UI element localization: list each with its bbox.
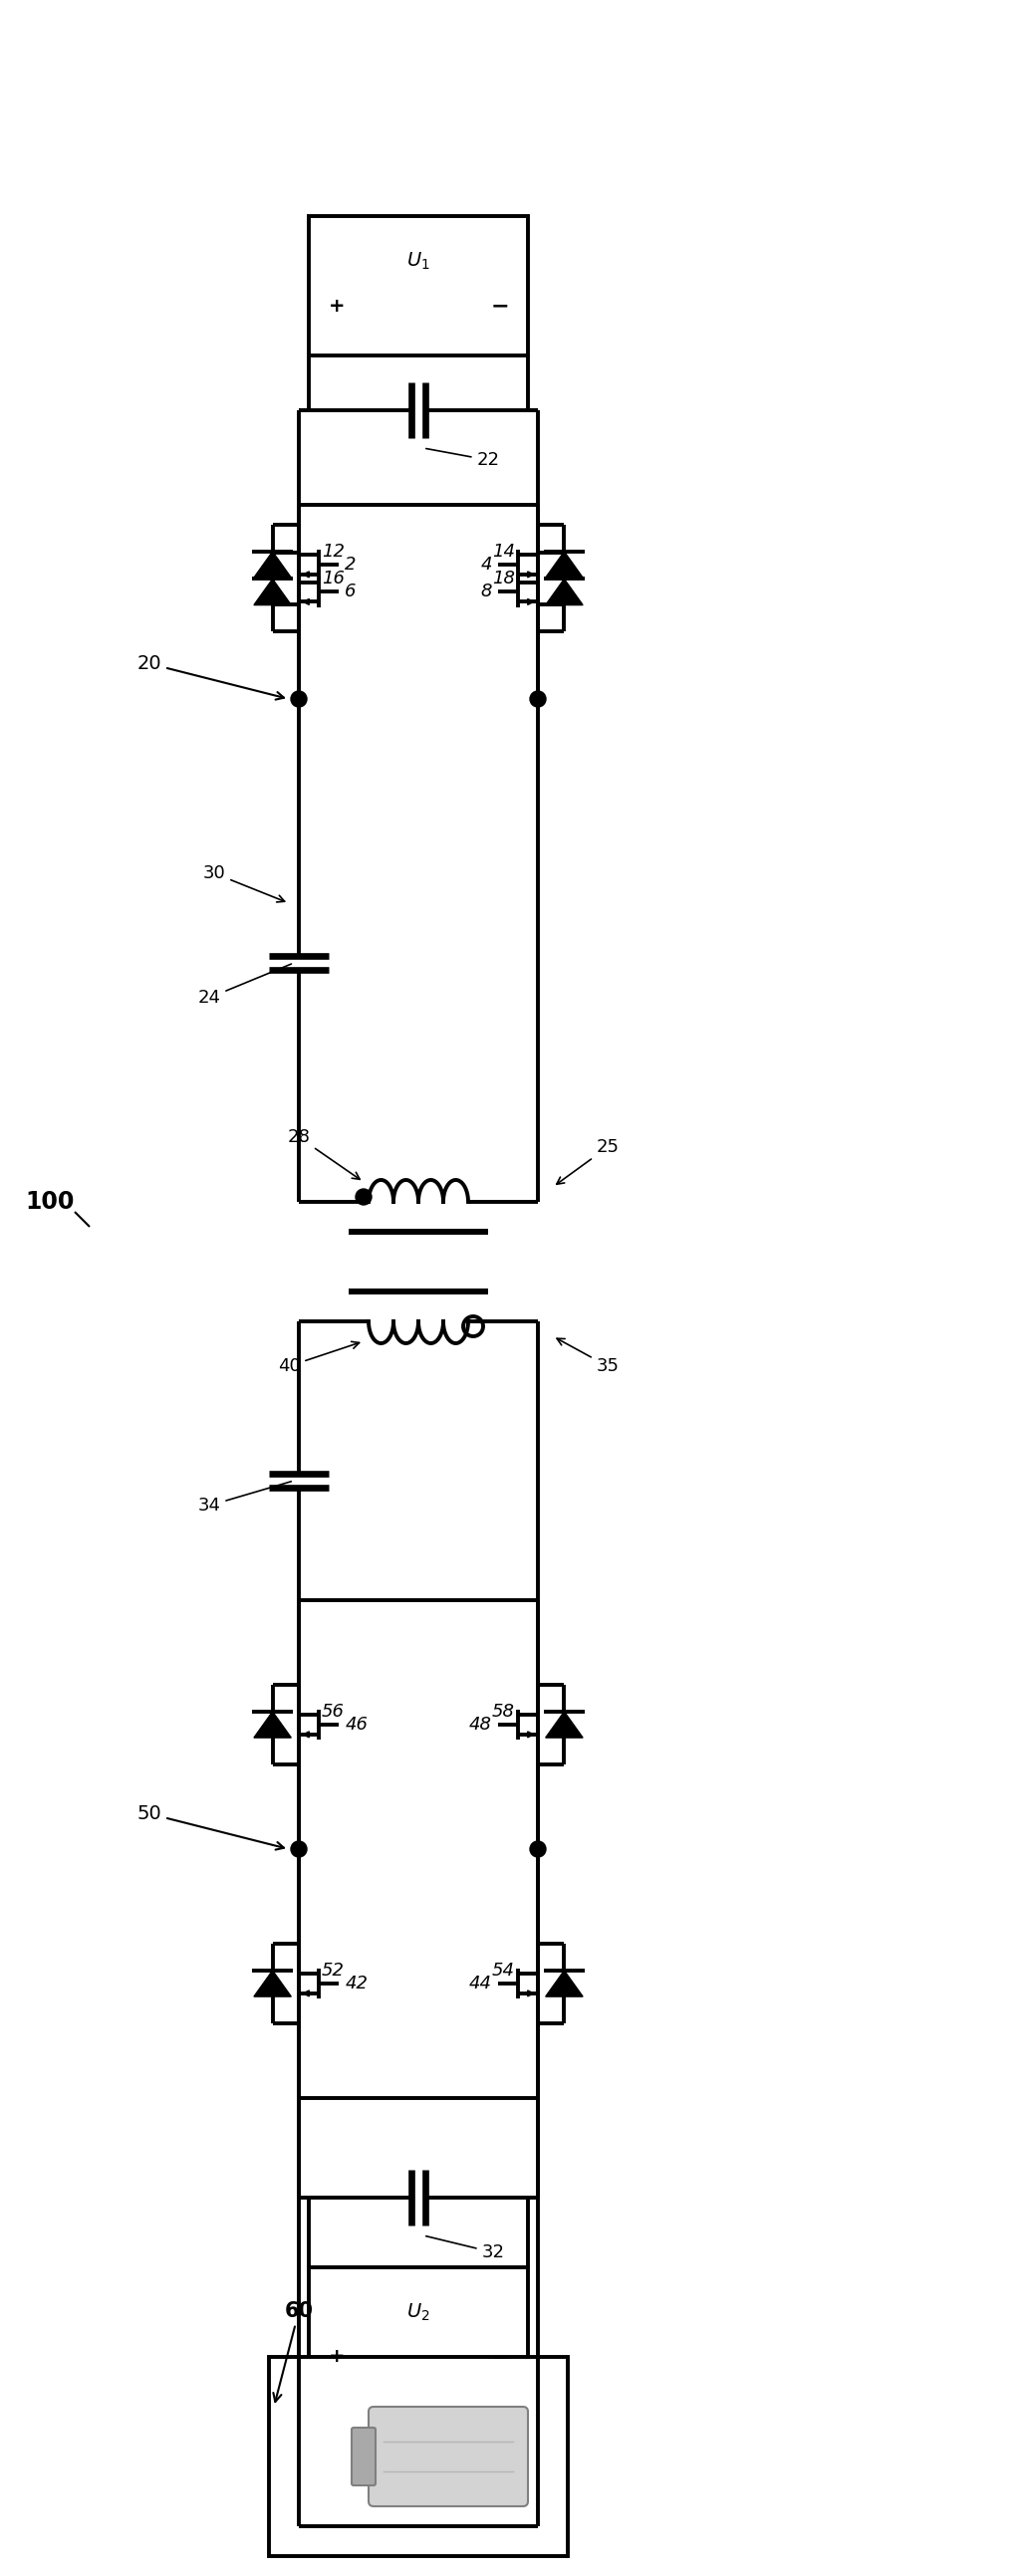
Text: +: + [328,2347,345,2367]
Text: +: + [328,296,345,314]
Text: 4: 4 [481,556,492,574]
Text: 2: 2 [345,556,356,574]
Text: 58: 58 [492,1703,515,1721]
Text: 8: 8 [481,582,492,600]
Text: 44: 44 [469,1976,492,1991]
Text: 46: 46 [345,1716,367,1734]
Text: 28: 28 [288,1128,360,1180]
Text: 56: 56 [322,1703,345,1721]
Text: 25: 25 [556,1139,619,1185]
Text: 48: 48 [469,1716,492,1734]
Text: 52: 52 [322,1960,345,1978]
Circle shape [291,690,307,706]
Text: 30: 30 [203,866,285,902]
Text: 24: 24 [198,963,291,1007]
Text: 20: 20 [137,654,284,701]
Text: 60: 60 [273,2300,314,2401]
Circle shape [530,1842,546,1857]
Text: 6: 6 [345,582,356,600]
Polygon shape [254,1971,291,1996]
Polygon shape [546,580,583,605]
Polygon shape [546,551,583,577]
Text: $U_1$: $U_1$ [407,250,430,270]
Bar [269,2357,568,2555]
Bar [309,216,528,355]
Text: −: − [491,2347,510,2367]
Polygon shape [254,580,291,605]
Text: 35: 35 [557,1340,619,1376]
Bar [309,2267,528,2406]
Polygon shape [546,1971,583,1996]
Text: −: − [491,296,510,317]
Text: 42: 42 [345,1976,367,1991]
Circle shape [356,1190,372,1206]
Text: 54: 54 [492,1960,515,1978]
Text: 18: 18 [492,569,515,587]
Polygon shape [546,1710,583,1739]
FancyBboxPatch shape [368,2406,528,2506]
FancyBboxPatch shape [352,2427,376,2486]
Text: $U_2$: $U_2$ [407,2300,430,2324]
Text: 50: 50 [137,1803,284,1850]
Polygon shape [254,1710,291,1739]
Text: 22: 22 [426,448,499,469]
Text: 16: 16 [322,569,345,587]
Text: 14: 14 [492,544,515,562]
Text: 100: 100 [25,1190,74,1213]
Polygon shape [254,551,291,577]
Text: 34: 34 [198,1481,291,1515]
Circle shape [291,1842,307,1857]
Text: 12: 12 [322,544,345,562]
Text: 40: 40 [278,1342,359,1376]
Text: 32: 32 [426,2236,505,2262]
Circle shape [530,690,546,706]
